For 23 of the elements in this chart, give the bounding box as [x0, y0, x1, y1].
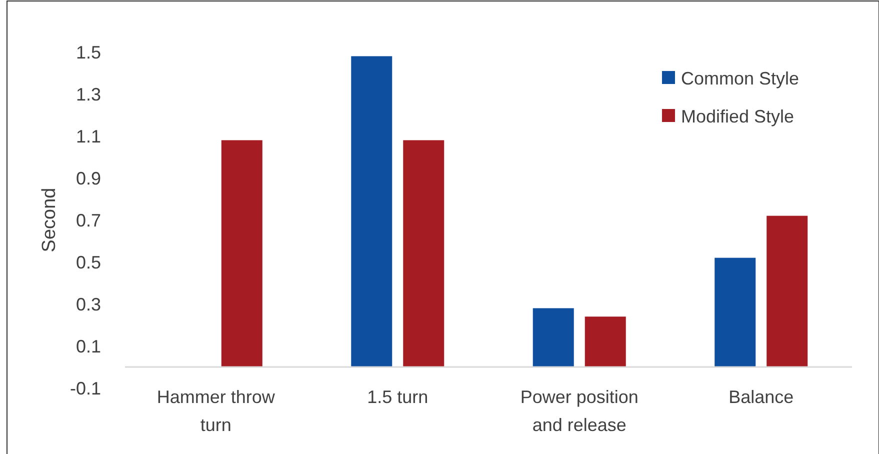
- y-tick-label: 0.9: [76, 168, 101, 188]
- y-tick-label: 1.3: [76, 84, 101, 104]
- y-tick-label: 0.7: [76, 210, 101, 230]
- y-tick-label: 0.1: [76, 336, 101, 356]
- y-tick-label: 0.5: [76, 252, 101, 272]
- y-tick-label: 1.5: [76, 42, 101, 62]
- x-tick-label: Hammer throw turn: [156, 387, 276, 435]
- bar: [766, 216, 808, 367]
- x-tick-label: Balance: [728, 387, 794, 407]
- y-tick-label: -0.1: [70, 378, 101, 398]
- legend-label: Modified Style: [681, 106, 794, 126]
- bar: [403, 140, 444, 367]
- bar: [714, 258, 756, 367]
- bar: [351, 56, 392, 367]
- y-tick-label: 0.3: [76, 294, 101, 314]
- x-tick-label: Power position and release: [520, 387, 638, 435]
- legend-label: Common Style: [681, 68, 800, 88]
- y-tick-label: 1.1: [76, 126, 101, 146]
- x-tick-label: 1.5 turn: [367, 387, 428, 407]
- bar: [221, 140, 262, 367]
- y-axis-title: Second: [39, 188, 60, 252]
- bar: [532, 308, 574, 367]
- bar: [584, 316, 626, 367]
